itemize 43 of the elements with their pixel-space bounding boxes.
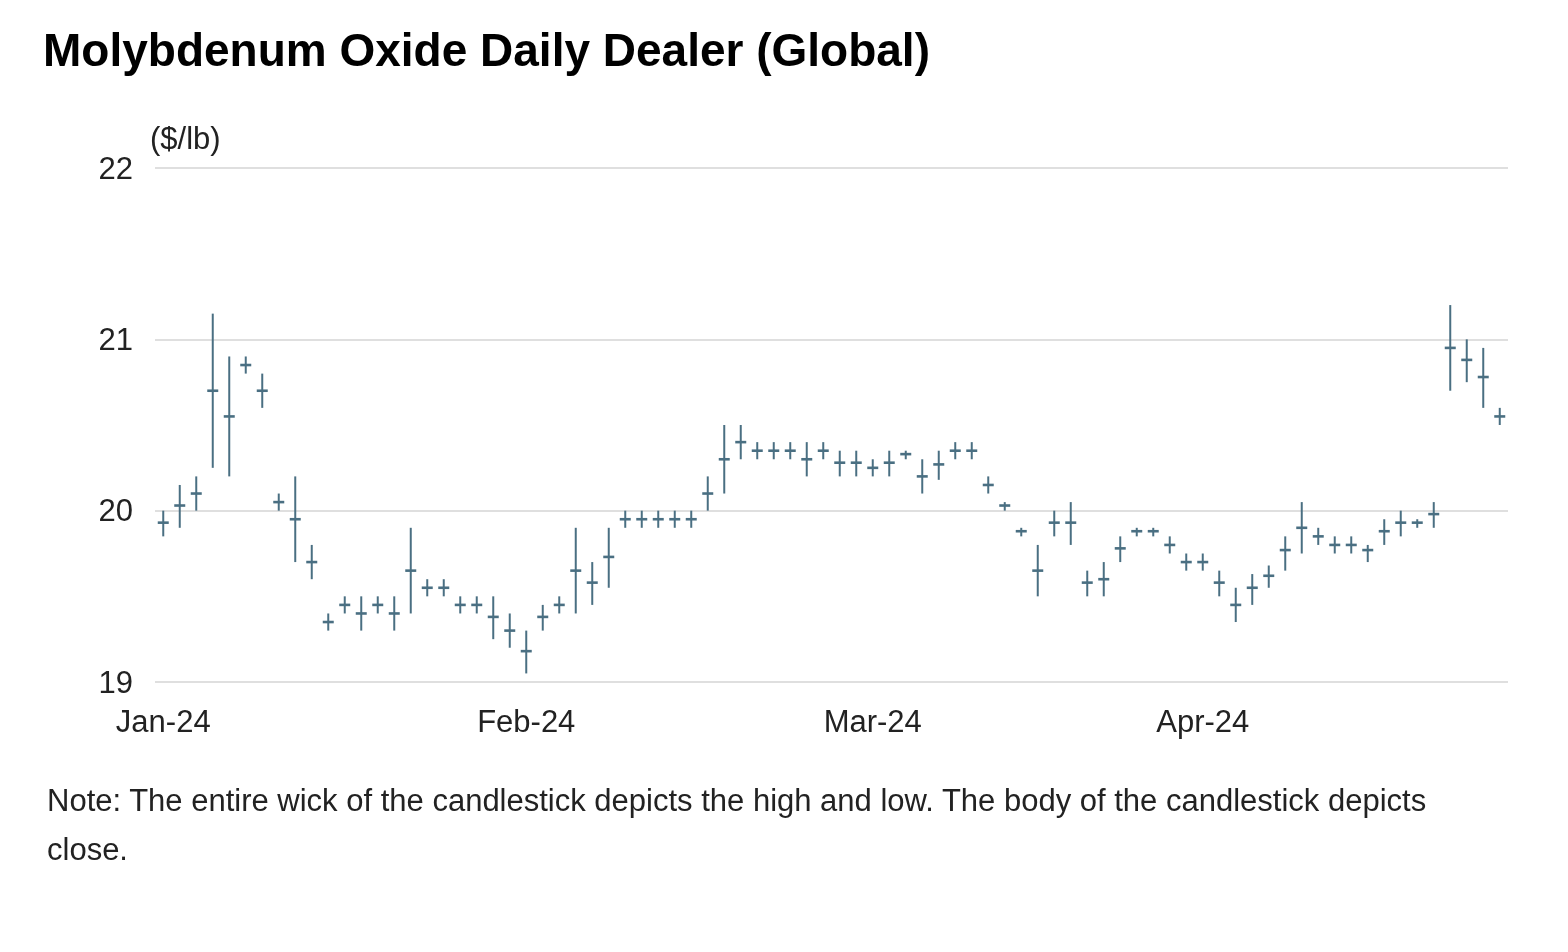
candlestick <box>801 441 813 478</box>
candlestick <box>1114 535 1126 564</box>
candlestick <box>933 449 945 481</box>
y-tick-label: 21 <box>98 321 133 357</box>
text: Note: The entire wick of the candlestick depicts the high and low. The body of the candlestick depicts close. <box>47 782 1427 869</box>
candlestick <box>850 449 862 478</box>
candlestick <box>1048 509 1060 538</box>
y-axis-title: ($/lb) <box>150 121 221 156</box>
candlestick <box>702 475 714 512</box>
candlestick <box>718 424 730 495</box>
candlestick <box>570 526 582 615</box>
candlestick <box>1098 561 1110 598</box>
candlestick <box>1263 564 1275 589</box>
candlestick <box>1032 543 1044 598</box>
x-tick-label: Feb-24 <box>477 704 576 739</box>
candlestick <box>190 475 202 512</box>
x-tick-label: Jan-24 <box>115 704 211 739</box>
y-tick-label: 22 <box>98 150 133 186</box>
y-tick-label: 20 <box>98 493 133 529</box>
candlestick <box>256 372 268 409</box>
candlestick <box>586 561 598 606</box>
candlestick <box>405 526 417 615</box>
candlestick <box>157 509 169 538</box>
candlestick <box>834 449 846 478</box>
candlestick <box>355 595 367 632</box>
candlestick <box>388 595 400 632</box>
candlestick <box>174 483 186 529</box>
candlestick <box>223 355 235 478</box>
candlestick <box>289 475 301 564</box>
candlestick <box>207 312 219 469</box>
x-tick-label: Mar-24 <box>823 704 922 739</box>
candlestick <box>1213 569 1225 598</box>
candlestick <box>883 449 895 478</box>
candlestick <box>1065 501 1077 546</box>
candlestick <box>1395 509 1407 538</box>
x-tick-label: Apr-24 <box>1156 704 1250 739</box>
candlestick <box>1081 569 1093 598</box>
candlestick <box>1246 573 1258 606</box>
candlestick <box>1378 518 1390 546</box>
y-tick-label: 19 <box>98 664 133 700</box>
candlestick <box>916 458 928 495</box>
chart-title: Molybdenum Oxide Daily Dealer (Global) <box>43 24 930 76</box>
candlestick <box>504 612 516 649</box>
